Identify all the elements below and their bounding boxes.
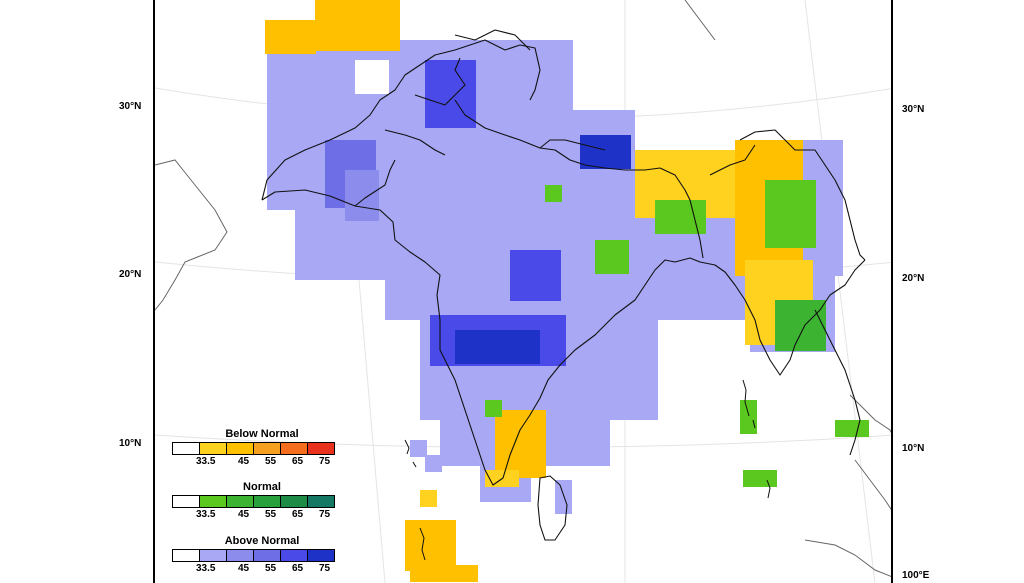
legend-swatch <box>226 549 254 562</box>
surrounding-coastlines <box>155 0 891 577</box>
legend-tick: 65 <box>292 563 304 574</box>
forecast-map <box>153 0 893 583</box>
legend-tick: 33.5 <box>196 456 216 467</box>
legend-tick: 55 <box>265 509 277 520</box>
legend-swatch <box>307 442 335 455</box>
legend-swatch <box>199 495 227 508</box>
lat-label-left-20n: 20°N <box>119 269 142 280</box>
legend-swatch <box>172 549 200 562</box>
legend-swatch <box>226 495 254 508</box>
lat-label-right-20n: 20°N <box>902 273 925 284</box>
legend-swatch <box>280 442 308 455</box>
legend-tick: 33.5 <box>196 509 216 520</box>
legend-swatch <box>253 442 281 455</box>
country-boundaries <box>261 29 866 541</box>
legend-swatch <box>280 549 308 562</box>
legend-normal-ticks: 33.5 45 55 65 75 <box>172 508 352 520</box>
lat-label-right-10n: 10°N <box>902 443 925 454</box>
legend-below-normal-ticks: 33.5 45 55 65 75 <box>172 455 352 467</box>
legend-above-normal-swatches <box>172 549 352 562</box>
legend-normal: Normal 33.5 45 55 65 75 <box>172 481 352 520</box>
legend-tick: 45 <box>238 563 250 574</box>
legend-below-normal: Below Normal 33.5 45 55 65 75 <box>172 428 352 467</box>
map-canvas <box>155 0 891 583</box>
legend-above-normal: Above Normal 33.5 45 55 65 75 <box>172 535 352 574</box>
legend-above-normal-title: Above Normal <box>224 535 300 547</box>
legend-normal-title: Normal <box>243 481 281 493</box>
legend-tick: 75 <box>319 456 331 467</box>
legend-tick: 65 <box>292 509 304 520</box>
legend-tick: 75 <box>319 509 331 520</box>
legend-below-normal-swatches <box>172 442 352 455</box>
legend-swatch <box>280 495 308 508</box>
legend-swatch <box>226 442 254 455</box>
island-outlines <box>404 379 771 561</box>
legend-tick: 65 <box>292 456 304 467</box>
legend-swatch <box>199 442 227 455</box>
lon-label-100e: 100°E <box>902 570 930 581</box>
lat-label-left-10n: 10°N <box>119 438 142 449</box>
legend-tick: 55 <box>265 563 277 574</box>
legend-tick: 75 <box>319 563 331 574</box>
legend-swatch <box>172 442 200 455</box>
legend-swatch <box>199 549 227 562</box>
legend-tick: 55 <box>265 456 277 467</box>
legend-swatch <box>253 495 281 508</box>
legend-swatch <box>253 549 281 562</box>
legend-below-normal-title: Below Normal <box>225 428 299 440</box>
forecast-grid-cells <box>265 0 869 582</box>
lat-label-left-30n: 30°N <box>119 101 142 112</box>
legend-above-normal-ticks: 33.5 45 55 65 75 <box>172 562 352 574</box>
legend-tick: 45 <box>238 509 250 520</box>
legend-swatch <box>172 495 200 508</box>
legend-tick: 45 <box>238 456 250 467</box>
lat-label-right-30n: 30°N <box>902 104 925 115</box>
legend-swatch <box>307 549 335 562</box>
legend-normal-swatches <box>172 495 352 508</box>
legend-swatch <box>307 495 335 508</box>
legend-tick: 33.5 <box>196 563 216 574</box>
